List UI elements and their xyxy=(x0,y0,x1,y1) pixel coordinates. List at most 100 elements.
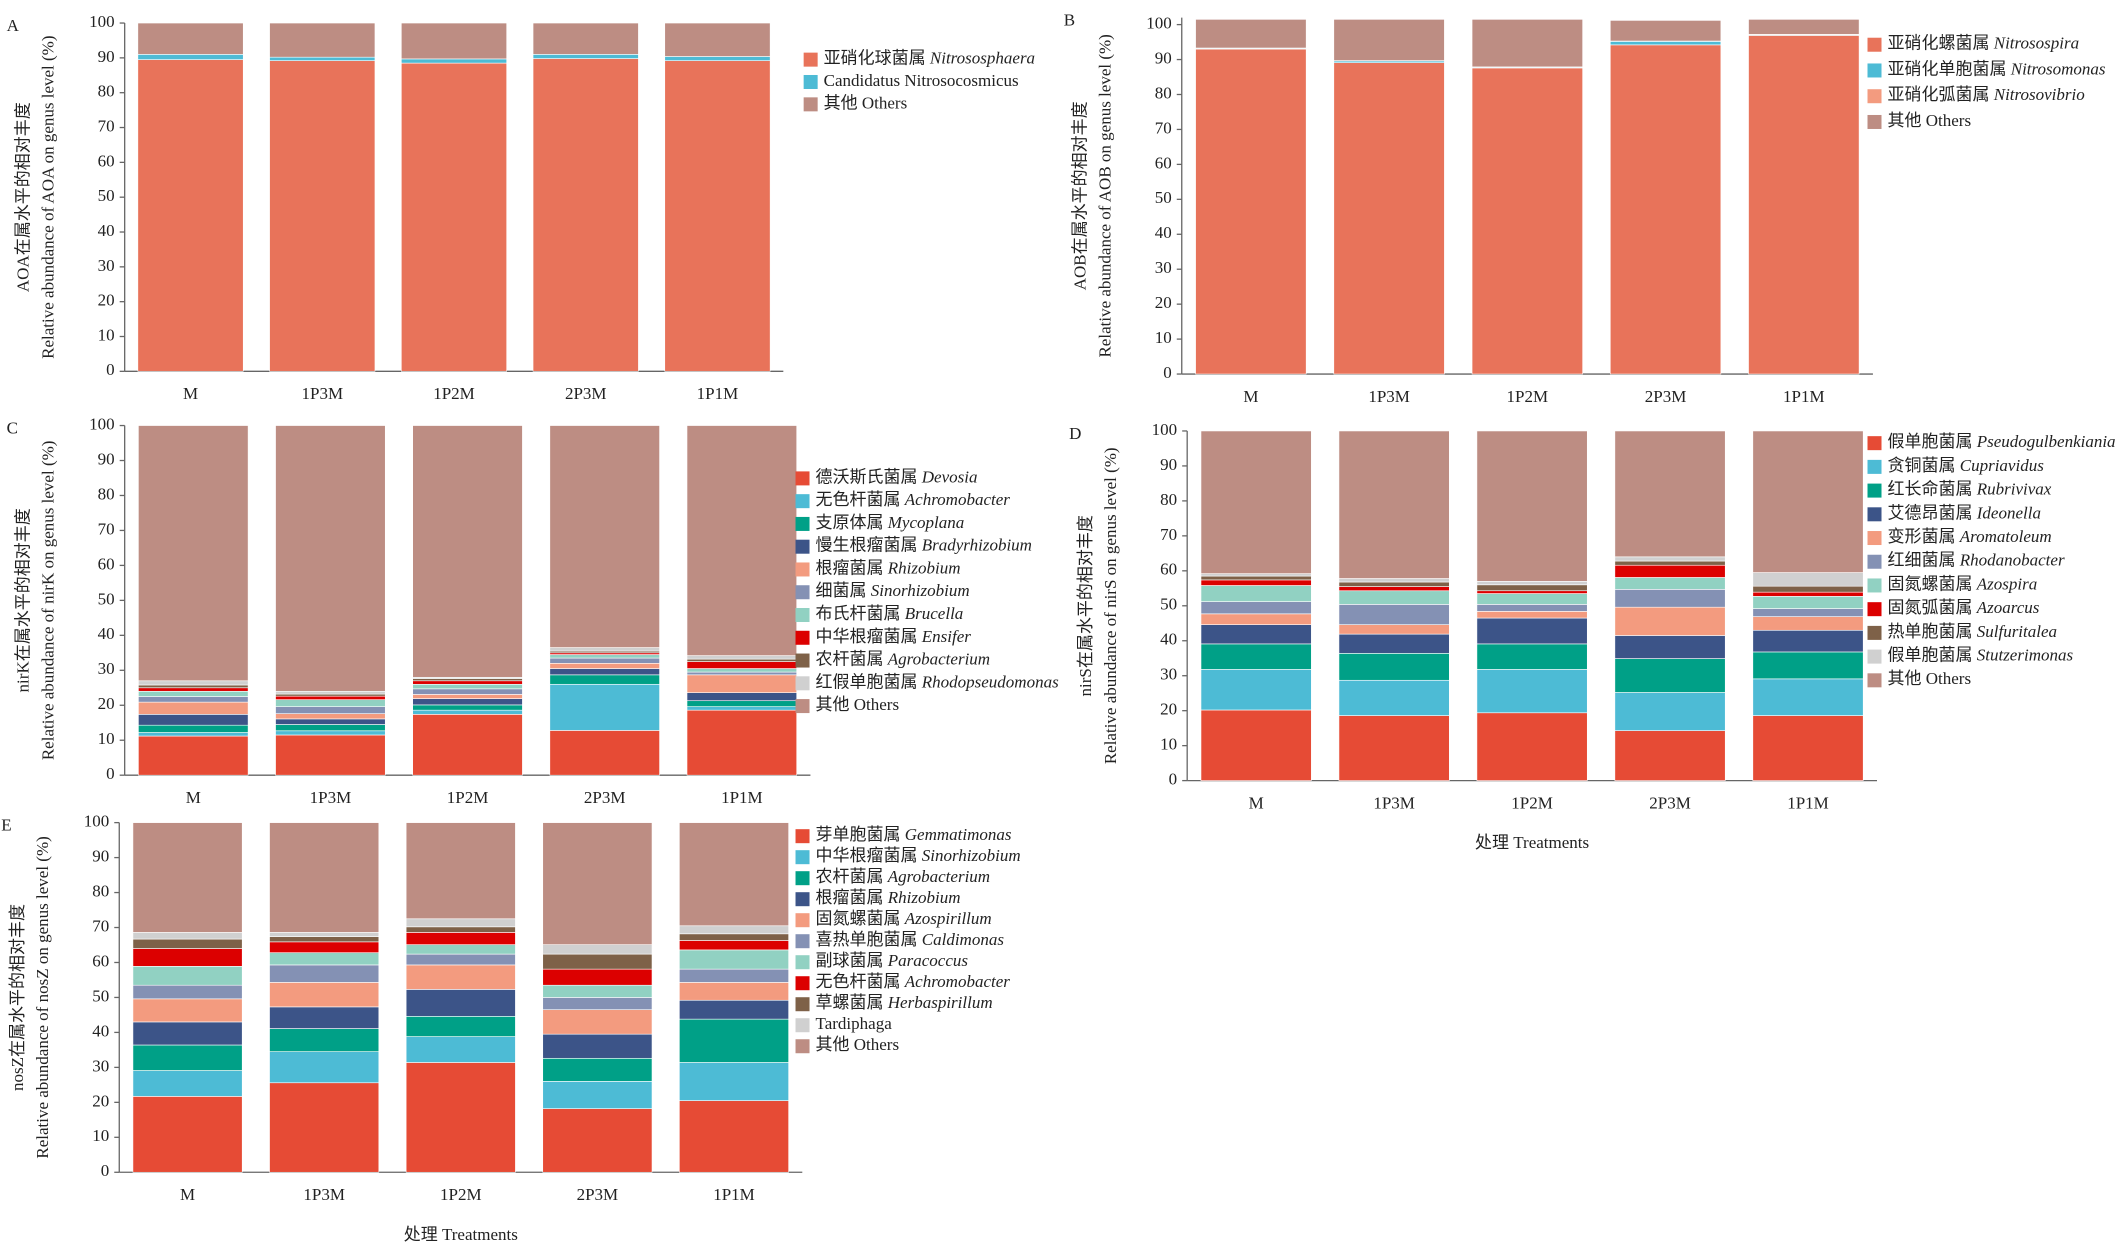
bar-segment xyxy=(1338,715,1450,781)
legend-label: 布氏杆菌属 Brucella xyxy=(816,604,964,623)
y-tick-label: 80 xyxy=(98,82,115,101)
bar-segment xyxy=(1200,430,1312,574)
bar-segment xyxy=(269,964,380,983)
y-axis-label: Relative abundance of nirK on genus leve… xyxy=(39,441,58,761)
bar-segment xyxy=(405,1062,516,1173)
y-axis-label: AOB在属水平的相对丰度 xyxy=(1071,101,1090,290)
y-tick-label: 100 xyxy=(84,812,110,831)
bar-segment xyxy=(1338,653,1450,681)
y-tick-label: 20 xyxy=(1160,700,1177,719)
y-tick-label: 70 xyxy=(98,519,115,538)
legend-label: 红假单胞菌属 Rhodopseudomonas xyxy=(816,672,1060,691)
legend-label: 其他 Others xyxy=(816,1035,900,1054)
y-tick-label: 100 xyxy=(1146,14,1172,33)
legend-label: 农杆菌属 Agrobacterium xyxy=(816,649,991,668)
bar-segment xyxy=(542,997,653,1010)
bar-segment xyxy=(549,663,660,669)
bar-segment xyxy=(542,1057,653,1082)
bar-segment xyxy=(269,822,380,933)
legend-swatch xyxy=(1867,37,1882,52)
bar-segment xyxy=(1752,596,1864,609)
legend-label: 红长命菌属 Rubrivivax xyxy=(1888,479,2052,498)
x-tick-label: M xyxy=(1243,387,1258,406)
bar-segment xyxy=(679,982,789,1001)
bar-segment xyxy=(1333,62,1445,375)
x-tick-label: 2P3M xyxy=(584,788,626,807)
y-tick-label: 40 xyxy=(1160,630,1177,649)
y-tick-label: 30 xyxy=(1160,665,1177,684)
y-tick-label: 0 xyxy=(1163,363,1172,382)
bar-segment xyxy=(542,984,653,998)
x-tick-label: 1P2M xyxy=(440,1185,482,1204)
y-tick-label: 50 xyxy=(1160,595,1177,614)
y-tick-label: 60 xyxy=(92,951,109,970)
bar-segment xyxy=(686,671,798,676)
legend-label: 农杆菌属 Agrobacterium xyxy=(816,867,991,886)
y-tick-label: 100 xyxy=(89,12,115,31)
bar-segment xyxy=(412,683,523,690)
legend-label: 艾德昂菌属 Ideonella xyxy=(1888,503,2041,522)
bar-segment xyxy=(1476,611,1588,619)
bar-segment xyxy=(138,684,249,689)
legend-label: 根瘤菌属 Rhizobium xyxy=(816,558,961,577)
y-tick-label: 60 xyxy=(98,554,115,573)
legend-label: 固氮螺菌属 Azospirillum xyxy=(816,909,992,928)
y-tick-label: 10 xyxy=(92,1126,109,1145)
bar-segment xyxy=(401,22,507,60)
bar-segment xyxy=(549,668,660,676)
y-tick-label: 100 xyxy=(1152,420,1178,439)
bar-segment xyxy=(1752,430,1864,573)
bar-segment xyxy=(1476,669,1588,714)
legend-swatch xyxy=(795,471,810,486)
bar-segment xyxy=(132,822,243,933)
bar-segment xyxy=(542,953,653,970)
bar-segment xyxy=(1200,613,1312,625)
y-tick-label: 90 xyxy=(98,47,115,66)
legend-label: 红细菌属 Rhodanobacter xyxy=(1888,551,2065,570)
legend-swatch xyxy=(795,630,810,645)
legend-label: 亚硝化弧菌属 Nitrosovibrio xyxy=(1888,85,2085,104)
y-tick-label: 70 xyxy=(1155,118,1172,137)
y-tick-label: 90 xyxy=(92,846,109,865)
bar-segment xyxy=(542,1081,653,1109)
y-tick-label: 50 xyxy=(92,986,109,1005)
bar-segment xyxy=(532,58,639,372)
bar-segment xyxy=(542,1108,653,1173)
legend-label: 贪铜菌属 Cupriavidus xyxy=(1888,456,2045,475)
bar-segment xyxy=(532,54,639,59)
y-tick-label: 0 xyxy=(1169,770,1178,789)
bar-segment xyxy=(1614,730,1726,781)
bar-segment xyxy=(1476,593,1588,605)
legend-swatch xyxy=(795,955,810,970)
legend-swatch xyxy=(795,562,810,577)
bar-segment xyxy=(1614,589,1726,608)
bar-segment xyxy=(679,925,789,935)
x-tick-label: 1P3M xyxy=(310,788,352,807)
legend-swatch xyxy=(795,494,810,509)
y-axis-label: nirS在属水平的相对丰度 xyxy=(1076,515,1095,696)
legend-swatch xyxy=(1867,625,1882,640)
y-tick-label: 30 xyxy=(98,256,115,275)
bar-segment xyxy=(664,56,771,61)
bar-segment xyxy=(549,425,660,648)
bar-segment xyxy=(1338,430,1450,579)
bar-segment xyxy=(138,732,249,737)
x-tick-label: 1P1M xyxy=(1787,793,1829,812)
x-tick-label: 1P2M xyxy=(1511,793,1553,812)
y-tick-label: 20 xyxy=(98,694,115,713)
bar-segment xyxy=(1338,624,1450,635)
bar-segment xyxy=(686,706,798,711)
y-axis-label: Relative abundance of nirS on genus leve… xyxy=(1101,447,1120,764)
bar-segment xyxy=(1200,579,1312,586)
legend-swatch xyxy=(803,97,818,112)
bar-segment xyxy=(542,944,653,955)
bar-segment xyxy=(412,698,523,706)
legend-swatch xyxy=(1867,673,1882,688)
bar-segment xyxy=(269,1028,380,1052)
bar-segment xyxy=(275,699,386,707)
bar-segment xyxy=(1338,590,1450,605)
legend-label: 亚硝化单胞菌属 Nitrosomonas xyxy=(1888,59,2106,78)
legend-label: 其他 Others xyxy=(824,93,908,112)
bar-segment xyxy=(1195,48,1307,375)
bar-segment xyxy=(1333,19,1445,61)
